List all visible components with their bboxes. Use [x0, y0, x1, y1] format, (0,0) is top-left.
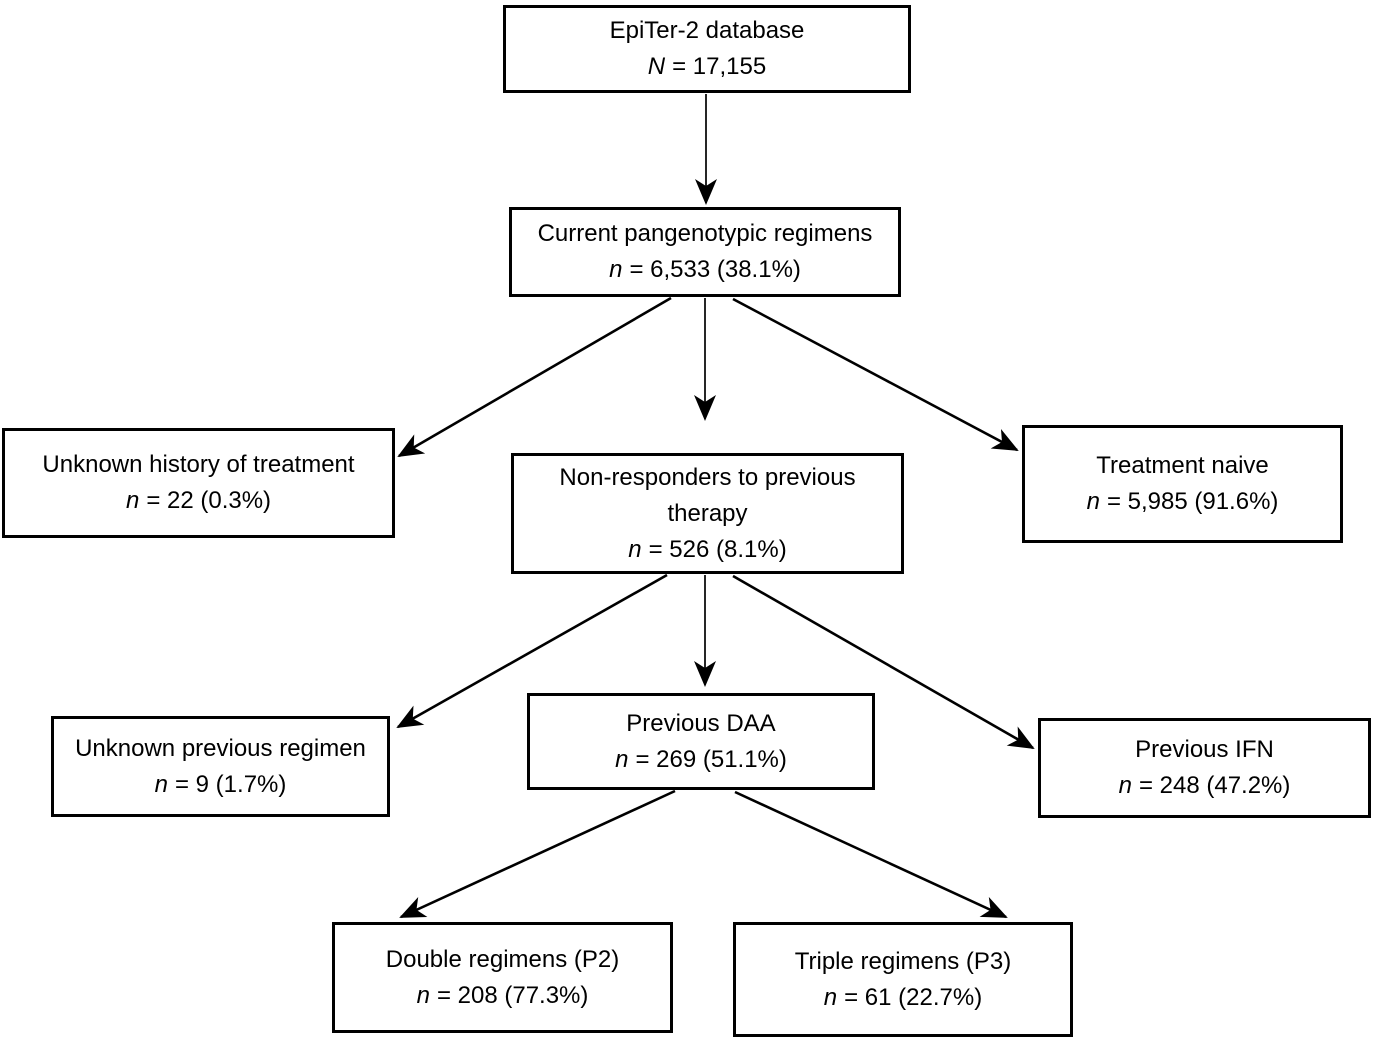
- count-value: = 61 (22.7%): [844, 983, 983, 1011]
- node-count: n = 9 (1.7%): [155, 767, 287, 803]
- node-previous-ifn: Previous IFN n = 248 (47.2%): [1038, 718, 1371, 818]
- count-value: = 6,533 (38.1%): [629, 256, 801, 283]
- count-variable: n: [823, 983, 838, 1011]
- count-variable: n: [609, 256, 623, 283]
- node-label: Current pangenotypic regimens: [537, 220, 873, 247]
- count-variable: n: [416, 981, 430, 1009]
- node-count: n = 269 (51.1%): [615, 742, 787, 778]
- arrow-previous-daa-to-double-regimens: [399, 789, 676, 919]
- count-variable: n: [1118, 772, 1132, 799]
- node-label: Double regimens (P2): [385, 945, 620, 973]
- node-count: n = 61 (22.7%): [824, 980, 982, 1016]
- node-label: Unknown previous regimen: [75, 734, 366, 762]
- node-label: EpiTer-2 database: [609, 17, 805, 44]
- node-unknown-history: Unknown history of treatment n = 22 (0.3%…: [2, 428, 395, 538]
- node-label: Previous DAA: [626, 709, 776, 737]
- node-epiter2-database: EpiTer-2 database N = 17,155: [503, 5, 911, 93]
- node-pangenotypic-regimens: Current pangenotypic regimens n = 6,533 (…: [509, 207, 901, 297]
- node-triple-regimens: Triple regimens (P3) n = 61 (22.7%): [733, 922, 1073, 1037]
- count-value: = 5,985 (91.6%): [1106, 488, 1279, 515]
- node-label: Treatment naive: [1096, 452, 1269, 479]
- count-variable: n: [1086, 488, 1100, 515]
- count-value: = 248 (47.2%): [1138, 772, 1291, 799]
- count-variable: n: [125, 487, 140, 514]
- node-count: n = 526 (8.1%): [628, 532, 786, 568]
- node-count: N = 17,155: [648, 49, 766, 85]
- count-variable: n: [615, 745, 629, 773]
- count-variable: N: [647, 53, 666, 80]
- node-non-responders: Non-responders to previous therapy n = 52…: [511, 453, 904, 574]
- node-label: Previous IFN: [1135, 736, 1274, 763]
- count-variable: n: [628, 535, 642, 563]
- count-value: = 526 (8.1%): [648, 535, 787, 563]
- arrow-pangenotypic-to-unknown-history: [397, 296, 672, 458]
- node-label: Non-responders to previous therapy: [559, 463, 856, 527]
- node-count: n = 248 (47.2%): [1119, 768, 1291, 804]
- count-value: = 208 (77.3%): [436, 981, 589, 1009]
- node-previous-daa: Previous DAA n = 269 (51.1%): [527, 693, 875, 790]
- count-value: = 9 (1.7%): [174, 770, 287, 798]
- count-value: = 22 (0.3%): [146, 487, 272, 514]
- node-count: n = 5,985 (91.6%): [1087, 484, 1279, 520]
- count-value: = 17,155: [672, 53, 767, 80]
- node-double-regimens: Double regimens (P2) n = 208 (77.3%): [332, 922, 673, 1033]
- node-count: n = 208 (77.3%): [417, 978, 589, 1014]
- node-count: n = 6,533 (38.1%): [609, 252, 801, 288]
- node-count: n = 22 (0.3%): [126, 483, 271, 519]
- count-variable: n: [154, 770, 168, 798]
- node-unknown-previous-regimen: Unknown previous regimen n = 9 (1.7%): [51, 716, 390, 817]
- arrow-previous-daa-to-triple-regimens: [734, 790, 1008, 919]
- node-treatment-naive: Treatment naive n = 5,985 (91.6%): [1022, 425, 1343, 543]
- node-label: Triple regimens (P3): [794, 947, 1012, 975]
- node-label: Unknown history of treatment: [42, 451, 355, 478]
- arrow-pangenotypic-to-treatment-naive: [732, 297, 1019, 452]
- count-value: = 269 (51.1%): [635, 745, 787, 773]
